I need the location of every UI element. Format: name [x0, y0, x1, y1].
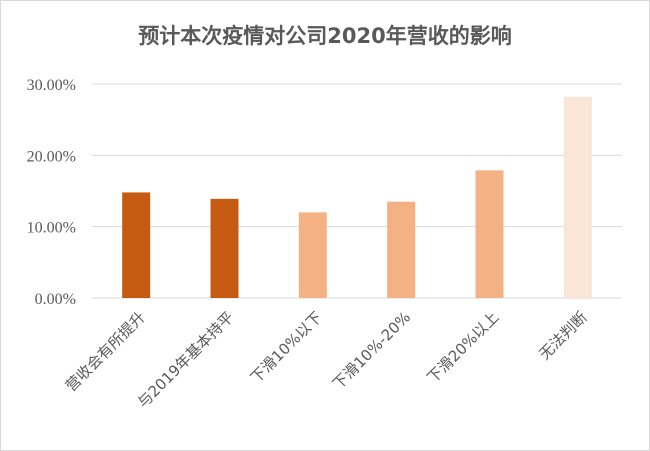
- x-category-label: 下滑10%以下: [247, 308, 326, 387]
- x-category-label: 与2019年基本持平: [134, 308, 237, 411]
- y-tick-label: 30.00%: [27, 77, 76, 94]
- bar: [210, 198, 239, 298]
- y-axis-ticks: 0.00% 10.00% 20.00% 30.00%: [27, 77, 76, 308]
- gridlines: [92, 83, 622, 299]
- x-category-label: 下滑10%-20%: [329, 308, 414, 393]
- y-tick-label: 0.00%: [35, 291, 76, 308]
- bar: [122, 192, 151, 298]
- y-tick-label: 10.00%: [27, 220, 76, 237]
- x-category-label: 营收会有所提升: [62, 308, 149, 395]
- bar: [298, 212, 327, 298]
- bar: [563, 96, 592, 298]
- x-category-label: 无法判断: [535, 308, 590, 363]
- chart-title: 预计本次疫情对公司2020年营收的影响: [138, 24, 512, 48]
- x-category-label: 下滑20%以上: [424, 308, 503, 387]
- bar: [475, 170, 504, 298]
- bars: [122, 96, 592, 298]
- y-tick-label: 20.00%: [27, 148, 76, 165]
- bar: [387, 201, 416, 298]
